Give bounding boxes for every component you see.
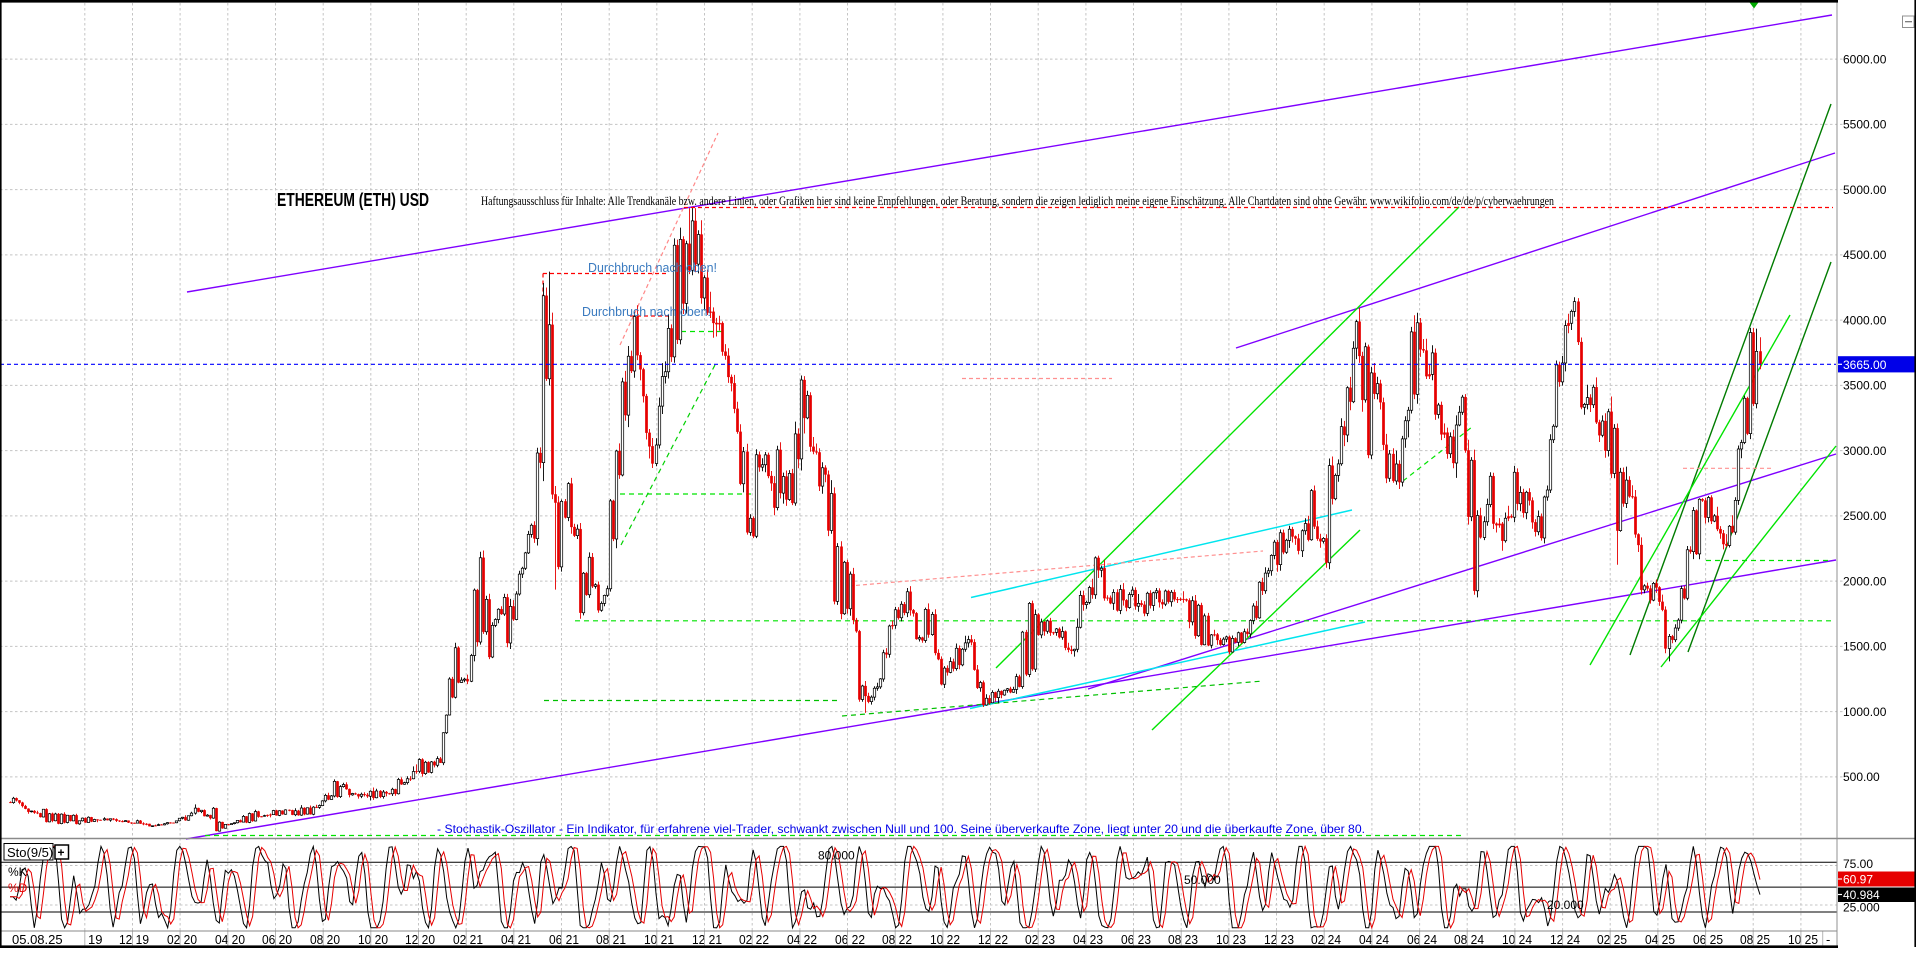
svg-text:12 24: 12 24	[1550, 932, 1580, 947]
svg-text:500.00: 500.00	[1843, 770, 1880, 784]
svg-text:12 22: 12 22	[978, 932, 1008, 947]
svg-text:40.984: 40.984	[1843, 888, 1880, 902]
svg-text:ETHEREUM (ETH) USD: ETHEREUM (ETH) USD	[277, 190, 429, 210]
svg-text:50.000: 50.000	[1184, 873, 1221, 887]
svg-text:19: 19	[88, 932, 102, 947]
svg-text:02 21: 02 21	[453, 932, 483, 947]
svg-text:02 20: 02 20	[167, 932, 197, 947]
svg-text:2000.00: 2000.00	[1843, 574, 1887, 588]
svg-text:06 20: 06 20	[262, 932, 292, 947]
svg-text:04 24: 04 24	[1359, 932, 1389, 947]
svg-text:2500.00: 2500.00	[1843, 509, 1887, 523]
svg-text:1500.00: 1500.00	[1843, 640, 1887, 654]
svg-text:08 23: 08 23	[1168, 932, 1198, 947]
svg-text:20.000: 20.000	[1547, 898, 1584, 912]
svg-text:02 22: 02 22	[739, 932, 769, 947]
svg-text:04 21: 04 21	[501, 932, 531, 947]
svg-text:08 24: 08 24	[1454, 932, 1484, 947]
svg-text:3500.00: 3500.00	[1843, 379, 1887, 393]
svg-text:4500.00: 4500.00	[1843, 248, 1887, 262]
svg-text:10 24: 10 24	[1502, 932, 1532, 947]
svg-text:1000.00: 1000.00	[1843, 705, 1887, 719]
svg-text:06 22: 06 22	[835, 932, 865, 947]
svg-text:02 25: 02 25	[1597, 932, 1627, 947]
svg-text:Durchbruch nach oben!: Durchbruch nach oben!	[582, 304, 711, 319]
svg-text:Durchbruch nach oben!: Durchbruch nach oben!	[588, 260, 717, 275]
svg-text:04 22: 04 22	[787, 932, 817, 947]
svg-text:%K: %K	[8, 865, 27, 879]
svg-text:12 20: 12 20	[405, 932, 435, 947]
svg-text:%D: %D	[8, 881, 28, 895]
svg-text:04 20: 04 20	[215, 932, 245, 947]
svg-text:10 20: 10 20	[358, 932, 388, 947]
svg-text:- Stochastik-Oszillator - Ein: - Stochastik-Oszillator - Ein Indikator,…	[437, 822, 1365, 836]
svg-text:08 20: 08 20	[310, 932, 340, 947]
svg-text:08 25: 08 25	[1740, 932, 1770, 947]
svg-text:10 23: 10 23	[1216, 932, 1246, 947]
svg-text:06 21: 06 21	[549, 932, 579, 947]
svg-text:3665.00: 3665.00	[1843, 358, 1887, 372]
svg-text:02 23: 02 23	[1025, 932, 1055, 947]
svg-text:5000.00: 5000.00	[1843, 183, 1887, 197]
svg-text:6000.00: 6000.00	[1843, 52, 1887, 66]
svg-text:3000.00: 3000.00	[1843, 444, 1887, 458]
svg-text:5500.00: 5500.00	[1843, 118, 1887, 132]
svg-text:12 23: 12 23	[1264, 932, 1294, 947]
svg-text:06 24: 06 24	[1407, 932, 1437, 947]
svg-text:04 25: 04 25	[1645, 932, 1675, 947]
svg-text:25.000: 25.000	[1843, 901, 1880, 915]
svg-text:-: -	[1826, 932, 1830, 947]
svg-text:80.000: 80.000	[818, 849, 855, 863]
svg-text:12 19: 12 19	[119, 932, 149, 947]
svg-text:05.08.25: 05.08.25	[12, 932, 63, 947]
svg-text:08 21: 08 21	[596, 932, 626, 947]
svg-text:02 24: 02 24	[1311, 932, 1341, 947]
svg-text:12 21: 12 21	[692, 932, 722, 947]
svg-text:08 22: 08 22	[882, 932, 912, 947]
svg-text:04 23: 04 23	[1073, 932, 1103, 947]
svg-text:4000.00: 4000.00	[1843, 313, 1887, 327]
svg-text:75.00: 75.00	[1843, 857, 1873, 871]
svg-text:+: +	[58, 846, 65, 860]
svg-text:Haftungsausschluss für Inhalte: Haftungsausschluss für Inhalte: Alle Tre…	[481, 193, 1554, 208]
svg-text:06 25: 06 25	[1693, 932, 1723, 947]
svg-text:06 23: 06 23	[1121, 932, 1151, 947]
svg-text:Sto(9/5): Sto(9/5)	[7, 845, 53, 860]
svg-text:10 22: 10 22	[930, 932, 960, 947]
svg-text:10 25: 10 25	[1788, 932, 1818, 947]
svg-text:60.97: 60.97	[1843, 873, 1873, 887]
svg-text:10 21: 10 21	[644, 932, 674, 947]
